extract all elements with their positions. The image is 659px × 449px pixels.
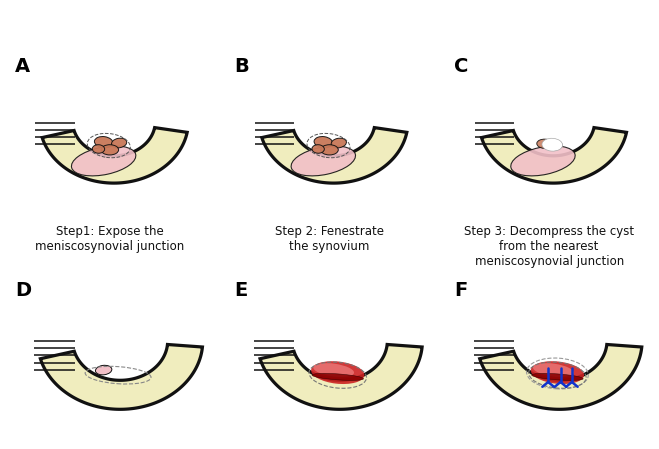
Ellipse shape — [101, 145, 119, 155]
Ellipse shape — [291, 146, 355, 176]
Text: D: D — [15, 282, 31, 300]
Ellipse shape — [94, 136, 113, 148]
Polygon shape — [40, 344, 202, 409]
Polygon shape — [480, 344, 642, 409]
Text: C: C — [454, 57, 469, 76]
Ellipse shape — [532, 374, 583, 380]
Ellipse shape — [96, 365, 112, 375]
Ellipse shape — [92, 145, 105, 153]
Polygon shape — [262, 128, 407, 183]
Ellipse shape — [530, 361, 584, 384]
Ellipse shape — [537, 139, 554, 149]
Ellipse shape — [313, 363, 354, 377]
Ellipse shape — [321, 145, 338, 155]
Text: B: B — [235, 57, 249, 76]
Ellipse shape — [111, 138, 127, 148]
Polygon shape — [42, 128, 187, 183]
Ellipse shape — [71, 146, 136, 176]
Ellipse shape — [314, 136, 333, 148]
Ellipse shape — [542, 138, 563, 151]
Ellipse shape — [511, 146, 575, 176]
Text: Step 2: Fenestrate
the synovium: Step 2: Fenestrate the synovium — [275, 225, 384, 253]
Ellipse shape — [312, 374, 364, 380]
Ellipse shape — [533, 363, 574, 377]
Ellipse shape — [549, 141, 562, 150]
Text: F: F — [454, 282, 467, 300]
Text: E: E — [235, 282, 248, 300]
Text: A: A — [15, 57, 30, 76]
Ellipse shape — [331, 138, 347, 148]
Polygon shape — [482, 128, 627, 183]
Ellipse shape — [311, 361, 364, 384]
Ellipse shape — [312, 145, 324, 153]
Text: Step1: Expose the
meniscosynovial junction: Step1: Expose the meniscosynovial juncti… — [35, 225, 185, 253]
Text: Step 3: Decompress the cyst
from the nearest
meniscosynovial junction: Step 3: Decompress the cyst from the nea… — [464, 225, 634, 268]
Polygon shape — [260, 344, 422, 409]
